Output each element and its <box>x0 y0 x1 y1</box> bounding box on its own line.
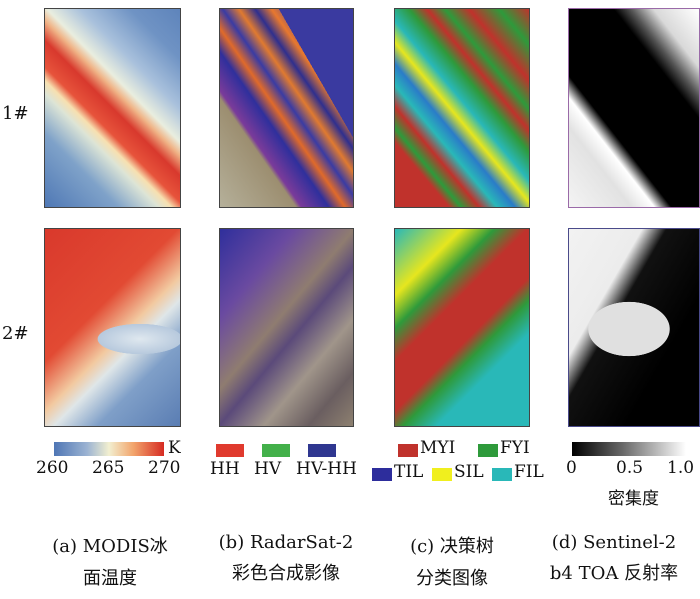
legend-label-hv: HV <box>254 459 282 479</box>
modis-tick-260: 260 <box>36 458 69 478</box>
modis-tick-265: 265 <box>92 458 125 478</box>
modis-temperature-image-1 <box>44 8 181 208</box>
modis-tick-270: 270 <box>148 458 181 478</box>
caption-c-line2: 分类图像 <box>416 568 488 589</box>
legend-label-til: TIL <box>394 462 424 482</box>
caption-d-line2: b4 TOA 反射率 <box>549 563 679 584</box>
caption-a: (a) MODIS冰 面温度 <box>20 532 200 590</box>
caption-b: (b) RadarSat-2 彩色合成影像 <box>196 532 376 585</box>
legend-swatch-hh <box>216 444 244 457</box>
modis-colorbar <box>54 442 164 456</box>
decision-tree-classification-2 <box>394 228 530 427</box>
concentration-title: 密集度 <box>608 489 659 509</box>
caption-a-line1: (a) MODIS冰 <box>52 536 168 557</box>
legend-label-sil: SIL <box>454 462 484 482</box>
concentration-tick-0: 0 <box>566 458 577 478</box>
concentration-tick-1-0: 1.0 <box>667 458 695 478</box>
row-label-1: 1# <box>2 103 29 124</box>
decision-tree-classification-1 <box>394 8 530 208</box>
radarsat-image-2 <box>219 228 354 427</box>
legend-swatch-myi <box>398 444 418 457</box>
legend-label-hv-hh: HV-HH <box>296 459 357 479</box>
concentration-tick-0-5: 0.5 <box>616 458 644 478</box>
legend-swatch-fil <box>492 468 512 481</box>
legend-label-fil: FIL <box>514 462 544 482</box>
legend-label-myi: MYI <box>420 438 456 458</box>
sentinel-reflectance-image-2 <box>568 228 700 427</box>
modis-temperature-image-2 <box>44 228 181 427</box>
caption-b-line2: 彩色合成影像 <box>232 563 340 584</box>
concentration-colorbar <box>572 442 686 456</box>
legend-swatch-hv-hh <box>308 444 336 457</box>
legend-label-hh: HH <box>210 459 240 479</box>
caption-d: (d) Sentinel-2 b4 TOA 反射率 <box>528 532 700 585</box>
caption-b-line1: (b) RadarSat-2 <box>218 532 354 553</box>
legend-swatch-sil <box>432 468 452 481</box>
legend-swatch-fyi <box>478 444 498 457</box>
sentinel-reflectance-image-1 <box>568 8 700 208</box>
radarsat-image-1 <box>219 8 354 208</box>
modis-unit-label: K <box>168 438 181 458</box>
legend-swatch-hv <box>262 444 290 457</box>
row-label-2: 2# <box>2 323 29 344</box>
caption-c: (c) 决策树 分类图像 <box>372 532 532 590</box>
caption-d-line1: (d) Sentinel-2 <box>551 532 677 553</box>
caption-a-line2: 面温度 <box>83 568 137 589</box>
legend-swatch-til <box>372 468 392 481</box>
caption-c-line1: (c) 决策树 <box>410 536 494 557</box>
legend-label-fyi: FYI <box>500 438 530 458</box>
